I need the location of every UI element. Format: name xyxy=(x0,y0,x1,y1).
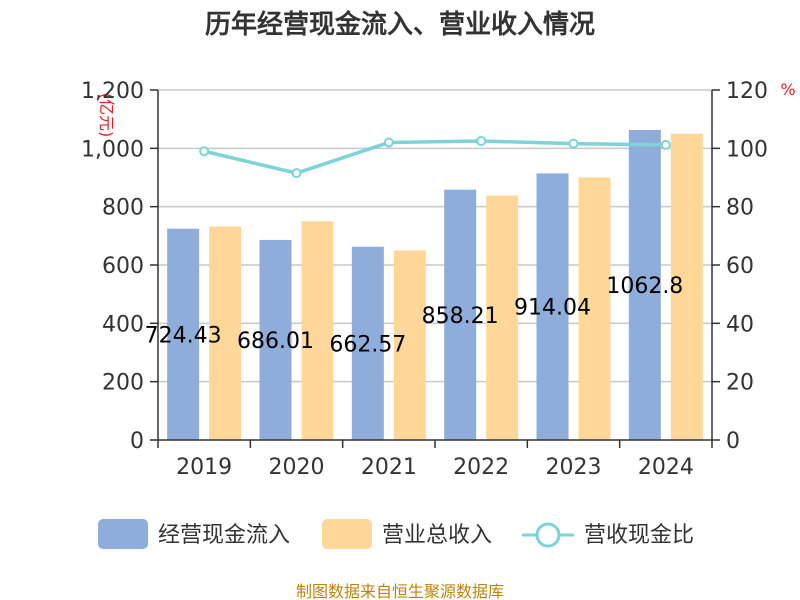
bar-cash-inflow xyxy=(536,173,569,440)
ratio-point xyxy=(660,139,671,150)
source-note: 制图数据来自恒生聚源数据库 xyxy=(296,582,504,600)
chart-title: 历年经营现金流入、营业收入情况 xyxy=(205,9,595,40)
y-tick-label: 600 xyxy=(102,254,144,279)
x-tick-label: 2023 xyxy=(546,455,602,480)
y2-tick-label: 40 xyxy=(726,312,754,337)
y-tick-label: 1,200 xyxy=(81,79,144,104)
axes: 0 0 200 20 400 40 600 60 800 80 1,000 100 1,200 120 20… xyxy=(81,79,768,480)
y-tick-label: 0 xyxy=(130,429,144,454)
legend-label-revenue: 营业总收入 xyxy=(382,523,492,548)
x-tick-label: 2021 xyxy=(361,455,417,480)
y-tick-label: 1,000 xyxy=(81,137,144,162)
legend-label-cash: 经营现金流入 xyxy=(158,523,290,548)
bar-revenue xyxy=(670,133,703,440)
legend-swatch-cash xyxy=(98,519,148,549)
bar-revenue xyxy=(301,221,334,440)
data-label-cash: 914.04 xyxy=(514,296,591,321)
gridlines xyxy=(158,89,712,383)
bar-cash-inflow xyxy=(444,189,477,440)
data-label-cash: 662.57 xyxy=(329,332,406,357)
legend: 经营现金流入 营业总收入 营收现金比 xyxy=(98,519,694,549)
bar-cash-inflow xyxy=(167,228,200,440)
ratio-point xyxy=(291,168,302,179)
ratio-point xyxy=(568,138,579,149)
y2-tick-label: 20 xyxy=(726,371,754,396)
x-tick-label: 2022 xyxy=(453,455,509,480)
x-tick-label: 2024 xyxy=(638,455,694,480)
y-tick-label: 200 xyxy=(102,371,144,396)
bar-revenue xyxy=(393,250,426,440)
bar-revenue xyxy=(209,226,242,440)
ratio-point xyxy=(476,136,487,147)
data-label-cash: 1062.8 xyxy=(606,274,683,299)
ratio-point xyxy=(383,137,394,148)
y2-tick-label: 100 xyxy=(726,137,768,162)
y2-tick-label: 80 xyxy=(726,196,754,221)
bar-cash-inflow xyxy=(351,246,384,440)
y-tick-label: 800 xyxy=(102,196,144,221)
data-labels: 724.43 686.01 662.57 858.21 914.04 1062.8 xyxy=(145,274,684,357)
x-tick-label: 2019 xyxy=(176,455,232,480)
ratio-line xyxy=(199,136,671,179)
y-tick-label: 400 xyxy=(102,312,144,337)
y2-tick-label: 60 xyxy=(726,254,754,279)
left-axis-unit: (亿元) xyxy=(97,93,116,138)
legend-label-ratio: 营收现金比 xyxy=(584,523,694,548)
y2-tick-label: 120 xyxy=(726,79,768,104)
bars xyxy=(167,130,703,440)
bar-revenue xyxy=(486,195,519,440)
bar-cash-inflow xyxy=(628,130,661,440)
bar-revenue xyxy=(578,177,611,440)
data-label-cash: 858.21 xyxy=(422,304,499,329)
data-label-cash: 724.43 xyxy=(145,323,222,348)
y2-tick-label: 0 xyxy=(726,429,740,454)
ratio-point xyxy=(199,146,210,157)
x-tick-label: 2020 xyxy=(269,455,325,480)
ratio-line-path xyxy=(203,139,666,175)
legend-swatch-revenue xyxy=(322,519,372,549)
data-label-cash: 686.01 xyxy=(237,329,314,354)
right-axis-unit: % xyxy=(780,80,795,99)
legend-marker-ratio xyxy=(535,522,561,548)
bar-cash-inflow xyxy=(259,239,292,440)
